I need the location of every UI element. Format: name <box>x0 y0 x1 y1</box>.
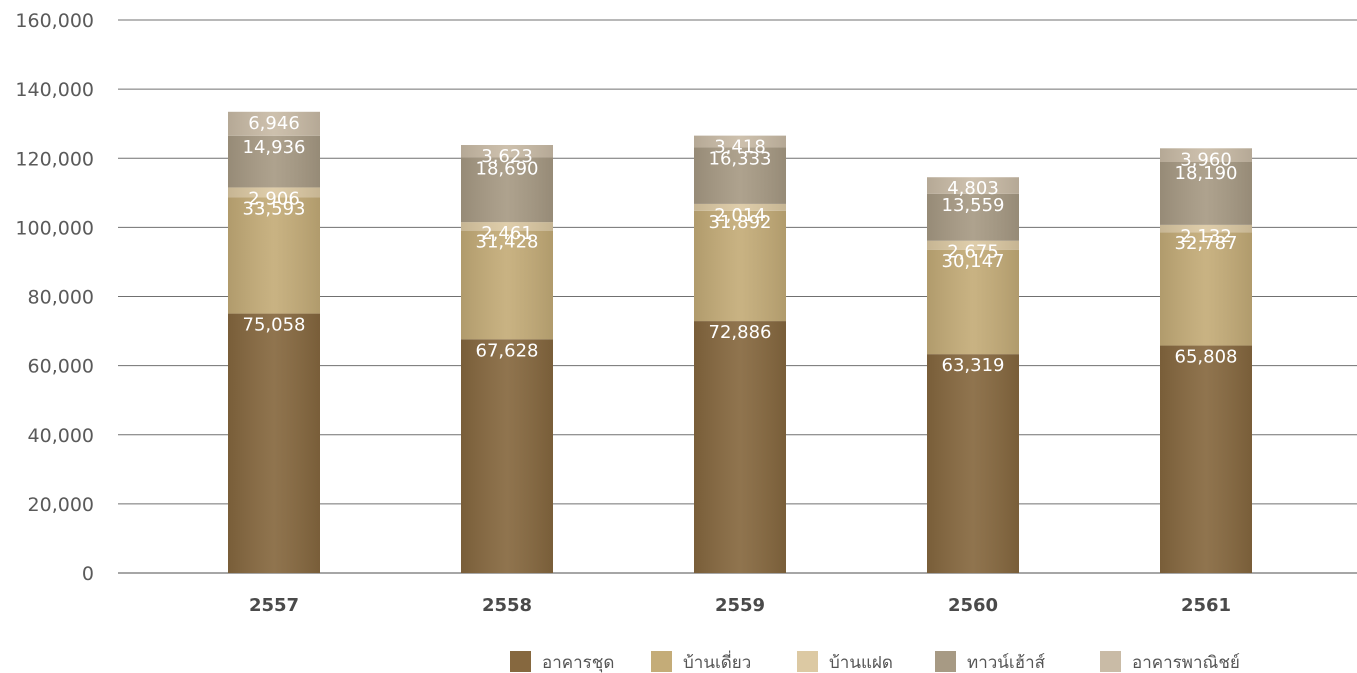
data-label: 63,319 <box>942 355 1005 376</box>
data-label: 3,960 <box>1180 149 1232 170</box>
bar-segment-shading <box>1160 345 1252 573</box>
y-tick-label: 100,000 <box>15 217 94 239</box>
legend-label: อาคารพาณิชย์ <box>1132 653 1240 673</box>
y-tick-label: 160,000 <box>15 10 94 32</box>
bar-segment-shading <box>927 240 1019 250</box>
y-tick-label: 40,000 <box>28 425 94 447</box>
bar-segment-shading <box>461 145 553 158</box>
data-label: 2,461 <box>481 223 533 244</box>
legend-swatch <box>1100 651 1121 672</box>
data-label: 16,333 <box>709 148 772 169</box>
bar-segment-shading <box>1160 232 1252 346</box>
bar-segment-shading <box>461 157 553 223</box>
bar-segment-shading <box>461 230 553 340</box>
bar-segment-shading <box>228 135 320 188</box>
data-label: 31,428 <box>476 232 539 253</box>
data-label: 65,808 <box>1175 347 1238 368</box>
data-label: 18,190 <box>1175 163 1238 184</box>
legend-swatch <box>935 651 956 672</box>
bar-segment-shading <box>927 193 1019 241</box>
bar-segment-shading <box>228 197 320 314</box>
y-axis-ticks: 0 20,000 40,000 60,000 80,000 100,000 120,000 1… <box>15 10 94 585</box>
data-label: 72,886 <box>709 322 772 343</box>
data-label: 31,892 <box>709 212 772 233</box>
bar-segment-shading <box>1160 224 1252 233</box>
bar-segment-shading <box>1160 161 1252 225</box>
data-label: 2,132 <box>1180 226 1232 247</box>
x-tick-label: 2559 <box>715 595 765 616</box>
data-label: 14,936 <box>243 137 306 158</box>
data-label: 33,593 <box>243 198 306 219</box>
bar-segment-shading <box>694 321 786 573</box>
data-label: 2,906 <box>248 188 300 209</box>
data-label: 2,014 <box>714 205 766 226</box>
legend-label: อาคารชุด <box>542 653 614 673</box>
bar-segment-shading <box>694 147 786 204</box>
x-tick-label: 2560 <box>948 595 998 616</box>
x-tick-label: 2561 <box>1181 595 1231 616</box>
data-label: 30,147 <box>942 251 1005 272</box>
y-tick-label: 80,000 <box>28 287 94 309</box>
x-tick-label: 2557 <box>249 595 299 616</box>
legend-swatch <box>797 651 818 672</box>
bar-segment-shading <box>927 249 1019 355</box>
legend-label: ทาวน์เฮ้าส์ <box>967 653 1046 673</box>
y-tick-label: 140,000 <box>15 79 94 101</box>
y-tick-label: 60,000 <box>28 356 94 378</box>
legend-label: บ้านเดี่ยว <box>683 650 751 673</box>
legend-label: บ้านแฝด <box>829 653 893 673</box>
bar-segment-shading <box>228 111 320 136</box>
x-tick-label: 2558 <box>482 595 532 616</box>
data-label: 32,787 <box>1175 233 1238 254</box>
data-label: 75,058 <box>243 315 306 336</box>
legend: อาคารชุด บ้านเดี่ยว บ้านแฝด ทาวน์เฮ้าส์ อาคา… <box>510 650 1240 673</box>
data-label: 13,559 <box>942 195 1005 216</box>
bar-segment-shading <box>927 177 1019 194</box>
x-axis-ticks: 2557 2558 2559 2560 2561 <box>249 595 1231 616</box>
bar-segment-shading <box>1160 148 1252 162</box>
y-tick-label: 20,000 <box>28 494 94 516</box>
data-label: 4,803 <box>947 178 999 199</box>
bar-segment-shading <box>694 135 786 148</box>
bar-segment-shading <box>461 339 553 573</box>
bar-segment-shading <box>228 313 320 573</box>
data-label: 3,418 <box>714 137 766 158</box>
legend-swatch <box>510 651 531 672</box>
data-label: 3,623 <box>481 146 533 167</box>
bar-segment-shading <box>694 210 786 322</box>
y-tick-label: 120,000 <box>15 148 94 170</box>
bar-segment-shading <box>927 354 1019 573</box>
y-tick-label: 0 <box>82 563 94 585</box>
data-label: 18,690 <box>476 159 539 180</box>
data-label: 6,946 <box>248 113 300 134</box>
bar-segment-shading <box>228 187 320 198</box>
data-label: 67,628 <box>476 340 539 361</box>
bar-segment-shading <box>694 203 786 211</box>
legend-swatch <box>651 651 672 672</box>
data-label: 2,675 <box>947 242 999 263</box>
bar-segment-shading <box>461 222 553 231</box>
